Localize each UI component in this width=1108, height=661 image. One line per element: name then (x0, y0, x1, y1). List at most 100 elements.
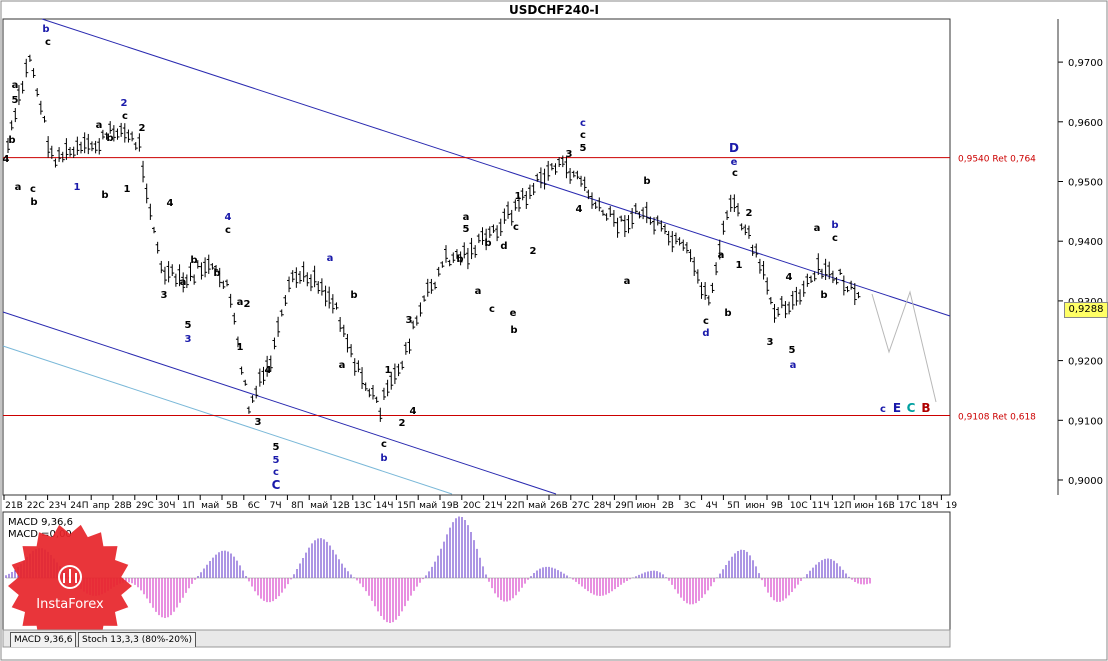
retracement-levels: 0,9540 Ret 0,764 0,9108 Ret 0,618 (3, 155, 1036, 423)
price-bar (75, 136, 80, 155)
price-bar (312, 265, 317, 288)
price-bar (732, 194, 737, 213)
price-bar (429, 278, 434, 294)
wave-label: b (724, 308, 731, 319)
wave-label: 1 (736, 260, 743, 271)
price-bar (308, 274, 313, 292)
price-bar (35, 88, 40, 97)
price-bar (181, 272, 186, 293)
price-bar (422, 295, 427, 302)
wave-label: b (456, 254, 463, 265)
price-bar (546, 160, 551, 181)
price-bar (509, 209, 514, 226)
price-bar (458, 251, 463, 266)
price-bar (575, 170, 580, 180)
time-tick-label: 21В (5, 501, 23, 511)
tab-stoch[interactable]: Stoch 13,3,3 (80%-20%) (78, 632, 197, 647)
price-tick-label: 0,9600 (1068, 118, 1103, 129)
time-tick-label: 9В (771, 501, 783, 511)
instaforex-watermark: InstaForex (8, 524, 132, 648)
wave-label: 3 (161, 290, 168, 301)
price-bar (473, 245, 478, 258)
price-bar (108, 121, 113, 134)
tab-macd[interactable]: MACD 9,36,6 (10, 632, 77, 647)
price-bar (188, 262, 193, 282)
time-tick-label: май (310, 501, 328, 511)
wave-label: a (339, 360, 346, 371)
wave-label: 2 (746, 208, 753, 219)
wave-label: b (380, 453, 387, 464)
wave-label: 1 (237, 342, 244, 353)
wave-label: 5 (12, 95, 19, 106)
price-bar (82, 132, 87, 154)
wave-label: c (489, 304, 495, 315)
time-tick-label: 12В (332, 501, 350, 511)
wave-label: a (814, 223, 821, 234)
price-bar (86, 133, 91, 155)
price-bar (294, 267, 299, 288)
price-bar (130, 131, 135, 142)
time-tick-label: 10С (790, 501, 808, 511)
price-bar (400, 360, 405, 370)
price-bar (287, 276, 292, 293)
price-bar (776, 307, 781, 317)
forecast-path (871, 290, 937, 403)
price-bar (451, 252, 456, 263)
wave-label: b (484, 238, 491, 249)
price-tick-label: 0,9000 (1068, 476, 1103, 487)
price-bar (133, 142, 138, 151)
price-bar (111, 125, 116, 142)
price-bar (276, 316, 281, 337)
price-bar (710, 282, 715, 293)
wave-label: a (790, 360, 797, 371)
price-bar (761, 260, 766, 280)
wave-label: a (327, 253, 334, 264)
time-tick-label: 16В (877, 501, 895, 511)
price-bar (403, 342, 408, 355)
price-bar (283, 295, 288, 306)
price-bar (162, 266, 167, 285)
wave-label: C (907, 401, 916, 415)
price-bar (298, 271, 302, 284)
price-bar (97, 138, 102, 155)
price-bar (327, 286, 332, 309)
time-tick-label: 28Ч (594, 501, 612, 511)
price-bar (71, 146, 76, 158)
time-tick-label: май (528, 501, 546, 511)
price-bar (192, 274, 197, 285)
wave-label: b (820, 290, 827, 301)
channel-lines (2, 18, 951, 495)
price-bar (16, 84, 21, 106)
retracement-label: 0,9540 Ret 0,764 (958, 155, 1036, 165)
price-bar (597, 197, 602, 212)
wave-label: c (225, 225, 231, 236)
time-axis: 21В 22С 23Ч 24П апр 28В 29С 30Ч 1П май 5В 6С 7Ч 8П май… (3, 495, 957, 511)
price-bar (232, 312, 237, 325)
price-bar (221, 280, 226, 289)
wave-label: c (122, 111, 128, 122)
price-bar (684, 242, 689, 254)
price-bar (794, 286, 799, 306)
price-bar (622, 215, 627, 238)
price-bar (659, 220, 664, 232)
price-bar (79, 141, 83, 154)
wave-label: b (8, 135, 15, 146)
wave-label: 4 (225, 212, 232, 223)
price-bar (787, 301, 792, 315)
price-bar (600, 209, 605, 216)
price-bar (341, 324, 346, 338)
price-bar (590, 192, 594, 209)
wave-label: c (513, 222, 519, 233)
price-bar (673, 232, 678, 245)
chart-title: USDCHF240-I (509, 3, 599, 17)
time-tick-label: 2В (662, 501, 674, 511)
price-bar (104, 132, 109, 140)
wave-label: b (510, 325, 517, 336)
price-bar (641, 207, 646, 220)
time-tick-label: 13С (354, 501, 372, 511)
wave-label: 5 (789, 345, 796, 356)
price-bar (68, 147, 73, 157)
wave-label: 5 (580, 143, 587, 154)
price-bar (389, 371, 394, 390)
price-bar (812, 271, 817, 282)
